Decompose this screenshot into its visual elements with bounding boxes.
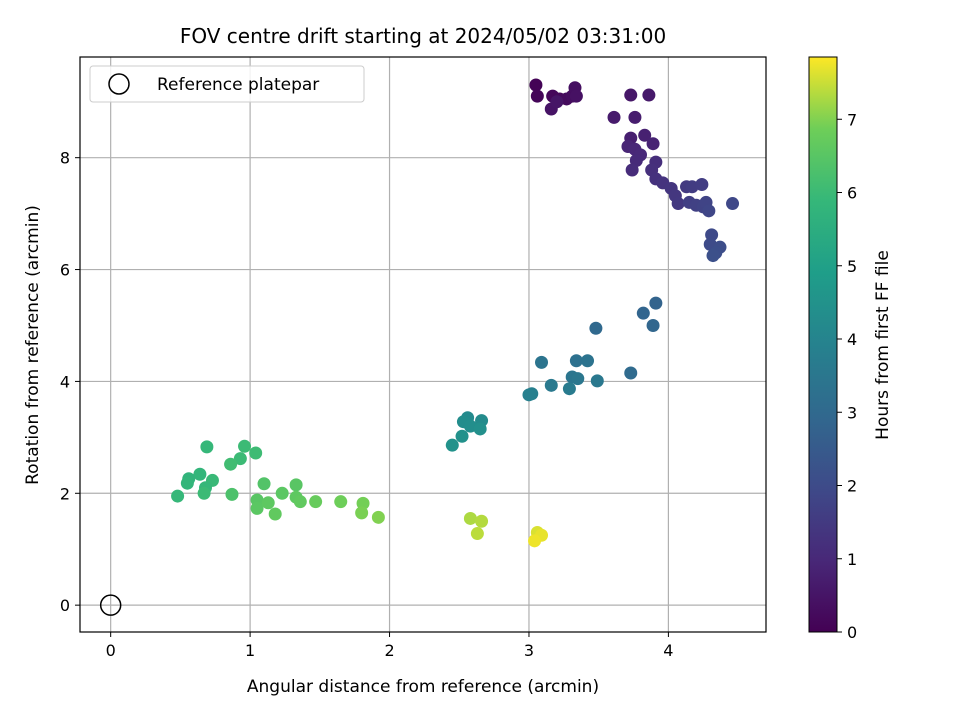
data-point xyxy=(695,178,709,192)
colorbar-tick-label: 0 xyxy=(847,623,857,642)
data-point xyxy=(550,95,564,109)
data-point xyxy=(628,110,642,124)
data-point xyxy=(289,478,303,492)
data-point xyxy=(726,197,740,211)
colorbar-tick-label: 4 xyxy=(847,330,857,349)
data-point xyxy=(589,321,603,335)
legend-entry-reference: Reference platepar xyxy=(157,75,319,95)
data-point xyxy=(638,128,652,142)
data-point xyxy=(371,510,385,524)
data-point xyxy=(275,486,289,500)
x-tick-label: 1 xyxy=(245,641,255,660)
data-point xyxy=(445,438,459,452)
data-point xyxy=(569,89,583,103)
x-tick-label: 3 xyxy=(524,641,534,660)
data-point xyxy=(197,486,211,500)
colorbar: 0 1 2 3 4 5 6 7 Hours from first FF file xyxy=(808,56,893,642)
data-point xyxy=(562,382,576,396)
data-point xyxy=(607,110,621,124)
data-point xyxy=(334,495,348,509)
chart-title: FOV centre drift starting at 2024/05/02 … xyxy=(180,24,666,48)
data-point xyxy=(522,388,536,402)
data-point xyxy=(463,419,477,433)
legend: Reference platepar xyxy=(89,65,365,103)
y-tick-label: 8 xyxy=(60,149,70,168)
y-axis-ticks: 0 2 4 6 8 xyxy=(60,149,80,615)
data-point xyxy=(642,88,656,102)
data-point xyxy=(671,197,685,211)
data-point xyxy=(250,501,264,515)
data-point xyxy=(225,487,239,501)
data-point xyxy=(544,378,558,392)
x-tick-label: 0 xyxy=(106,641,116,660)
data-point xyxy=(581,354,595,368)
data-point xyxy=(293,495,307,509)
legend-marker xyxy=(108,73,130,95)
data-point xyxy=(706,249,720,263)
data-point xyxy=(249,446,263,460)
data-point xyxy=(470,527,484,541)
data-point xyxy=(685,180,699,194)
y-tick-label: 2 xyxy=(60,484,70,503)
y-tick-label: 4 xyxy=(60,372,70,391)
data-point xyxy=(171,489,185,503)
data-point xyxy=(624,88,638,102)
data-point xyxy=(624,366,638,380)
x-axis-label: Angular distance from reference (arcmin) xyxy=(247,677,599,697)
data-point xyxy=(705,228,719,242)
data-point xyxy=(590,374,604,388)
data-point xyxy=(463,511,477,525)
data-point xyxy=(473,422,487,436)
data-point xyxy=(238,439,252,453)
data-point xyxy=(475,514,489,528)
data-point xyxy=(180,476,194,490)
colorbar-tick-label: 3 xyxy=(847,403,857,422)
y-tick-label: 6 xyxy=(60,261,70,280)
reference-marker xyxy=(99,594,122,616)
data-point xyxy=(233,452,247,466)
legend-box xyxy=(89,65,365,103)
reference-marker-group xyxy=(99,594,122,616)
colorbar-ticks: 0 1 2 3 4 5 6 7 xyxy=(837,110,857,642)
colorbar-tick-label: 5 xyxy=(847,257,857,276)
y-tick-label: 0 xyxy=(60,596,70,615)
data-point xyxy=(224,457,238,471)
colorbar-tick-label: 1 xyxy=(847,550,857,569)
data-point xyxy=(646,318,660,332)
data-point xyxy=(193,467,207,481)
data-points xyxy=(171,78,740,548)
data-point xyxy=(356,496,370,510)
colorbar-tick-label: 7 xyxy=(847,110,857,129)
data-point xyxy=(571,372,585,386)
data-point xyxy=(200,440,214,454)
x-axis-ticks: 0 1 2 3 4 xyxy=(106,632,673,660)
data-point xyxy=(528,534,542,548)
data-point xyxy=(309,495,323,509)
data-point xyxy=(261,496,275,510)
data-point xyxy=(569,354,583,368)
data-point xyxy=(455,429,469,443)
colorbar-label: Hours from first FF file xyxy=(873,250,893,440)
x-tick-label: 2 xyxy=(384,641,394,660)
data-point xyxy=(649,296,663,310)
data-point xyxy=(268,507,282,521)
data-point xyxy=(257,477,271,491)
data-point xyxy=(535,355,549,369)
plot-frame xyxy=(79,56,767,633)
colorbar-tick-label: 6 xyxy=(847,184,857,203)
data-point xyxy=(646,137,660,151)
x-tick-label: 4 xyxy=(663,641,673,660)
data-point xyxy=(529,78,543,92)
colorbar-gradient xyxy=(808,56,838,633)
data-point xyxy=(530,89,544,103)
data-point xyxy=(625,163,639,177)
colorbar-tick-label: 2 xyxy=(847,477,857,496)
grid xyxy=(80,57,766,632)
data-point xyxy=(702,204,716,218)
data-point xyxy=(636,306,650,320)
data-point xyxy=(355,506,369,520)
y-axis-label: Rotation from reference (arcmin) xyxy=(23,205,43,485)
